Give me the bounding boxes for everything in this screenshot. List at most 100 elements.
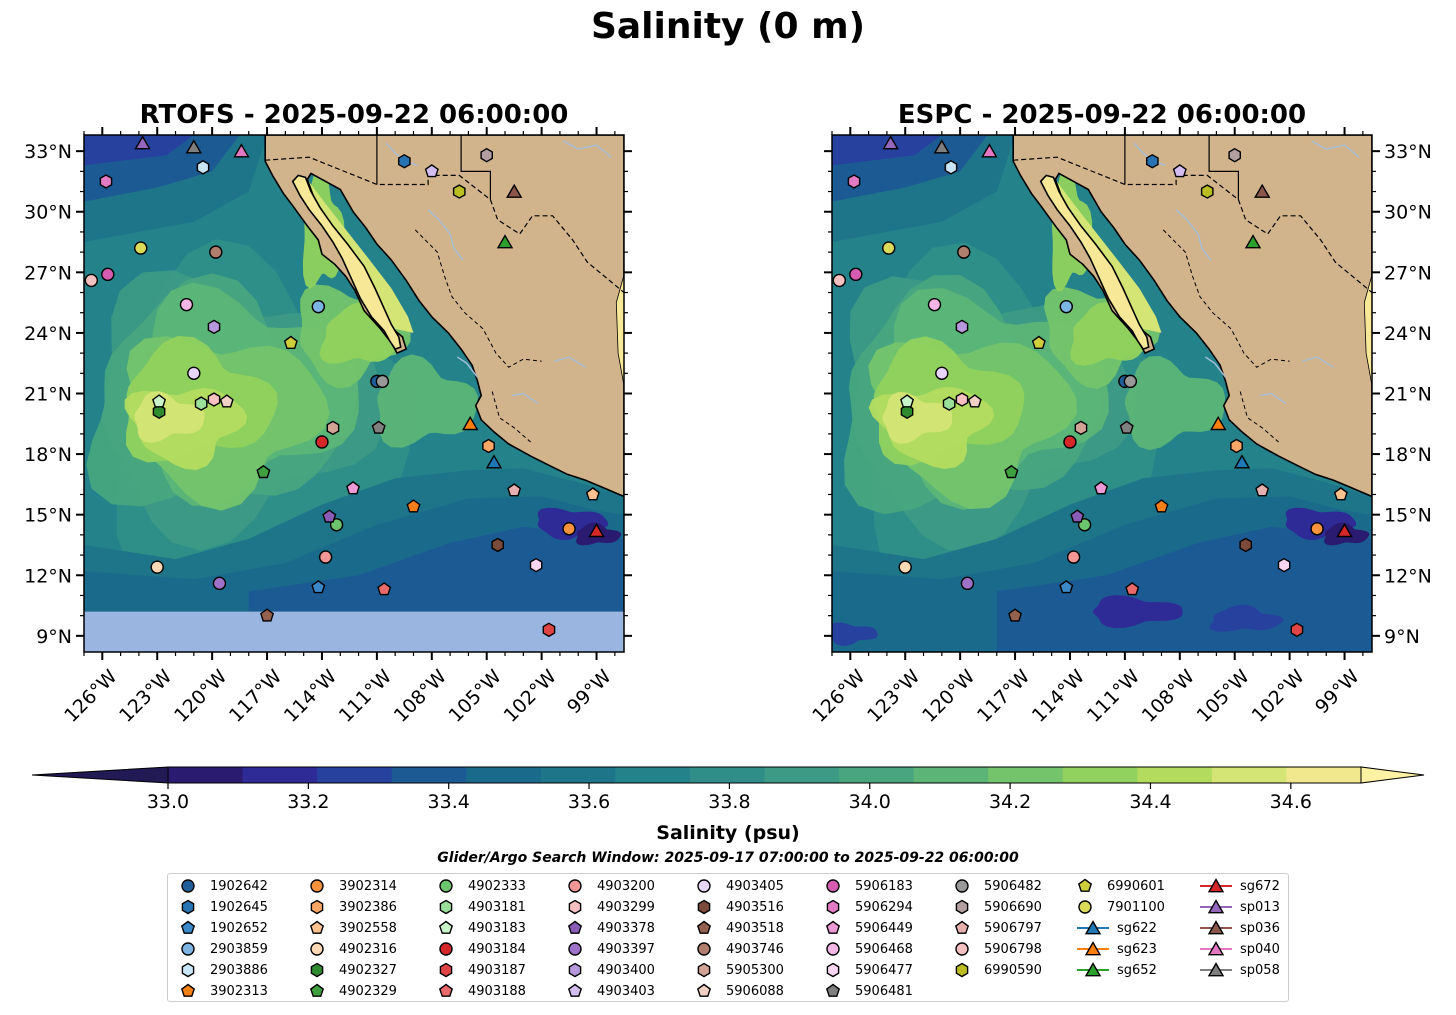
legend-label: sg672: [1240, 878, 1280, 894]
obs-marker-4903378: [322, 509, 337, 523]
obs-marker-sg623: [1209, 415, 1227, 431]
legend-item-sg623: sg623: [1077, 939, 1157, 959]
legend-item-sg672: sg672: [1200, 876, 1280, 896]
mainland: [264, 135, 624, 498]
obs-marker-sg622: [485, 454, 503, 469]
pentagon-marker-icon: [696, 920, 712, 934]
obs-marker-2903859: [311, 299, 326, 314]
obs-marker-6990590: [1200, 184, 1214, 199]
obs-marker-4903187: [542, 622, 556, 638]
legend-item-sp058: sp058: [1200, 960, 1280, 980]
obs-marker-4902329: [256, 464, 271, 479]
obs-marker-4903200: [1066, 550, 1081, 564]
legend-label: 2903886: [210, 962, 268, 978]
legend-item-5906797: 5906797: [954, 918, 1042, 938]
legend-label: 4903397: [597, 941, 655, 957]
legend-item-5906690: 5906690: [954, 897, 1042, 917]
obs-marker-2903859: [1059, 299, 1074, 314]
obs-marker-5906797: [1255, 483, 1270, 497]
obs-marker-sg623: [461, 415, 479, 431]
map-panel-espc: 126°W123°W120°W117°W114°W111°W108°W105°W…: [808, 127, 1432, 727]
legend-label: 3902558: [339, 920, 397, 936]
obs-marker-4903516: [1239, 537, 1253, 553]
pentagon-marker-icon: [954, 920, 970, 934]
circle-marker-icon: [568, 942, 582, 956]
colorbar-segment: [242, 767, 318, 783]
lat-tick-label: 12°N: [1384, 565, 1432, 587]
lon-tick-label: 105°W: [1193, 665, 1254, 726]
lon-tick-label: 111°W: [335, 665, 396, 726]
pentagon-marker-icon: [180, 983, 196, 997]
legend-item-5906468: 5906468: [825, 939, 913, 959]
obs-marker-1902645: [398, 153, 411, 169]
legend-label: 5906797: [984, 920, 1042, 936]
obs-marker-4903405: [187, 366, 201, 381]
legend-item-4903400: 4903400: [567, 960, 655, 980]
legend-label: 4903746: [726, 941, 784, 957]
legend-item-1902642: 1902642: [180, 876, 268, 896]
lat-tick-label: 9°N: [1384, 626, 1420, 648]
legend-label: 4903299: [597, 899, 655, 915]
colorbar-segment: [839, 767, 915, 783]
hexagon-marker-icon: [310, 899, 324, 915]
legend-item-5906798: 5906798: [954, 939, 1042, 959]
hexagon-marker-icon: [955, 899, 969, 915]
legend-label: sp040: [1240, 941, 1280, 957]
lon-tick-label: 111°W: [1083, 665, 1144, 726]
triangle-marker-icon: [1077, 941, 1109, 956]
legend-item-5906088: 5906088: [696, 981, 784, 1001]
circle-marker-icon: [310, 942, 324, 956]
circle-marker-icon: [181, 879, 195, 893]
legend-item-4903188: 4903188: [438, 981, 526, 1001]
triangle-marker-icon: [1200, 878, 1232, 893]
obs-marker-4903184: [1063, 435, 1077, 449]
legend-label: 4903516: [726, 899, 784, 915]
pentagon-marker-icon: [438, 920, 454, 934]
legend-item-4903299: 4903299: [567, 897, 655, 917]
obs-marker-4903183: [900, 394, 915, 408]
obs-marker-5906481: [371, 420, 386, 434]
obs-marker-4903183: [152, 394, 167, 408]
circle-marker-icon: [310, 879, 324, 893]
legend-label: sg623: [1117, 941, 1157, 957]
circle-marker-icon: [439, 942, 453, 956]
circle-marker-icon: [826, 942, 840, 956]
legend-label: 4903181: [468, 899, 526, 915]
obs-marker-4903403: [424, 164, 439, 178]
obs-marker-sg672: [1336, 522, 1353, 538]
legend-label: 5905300: [726, 962, 784, 978]
legend-label: 5906690: [984, 899, 1042, 915]
triangle-marker-icon: [1200, 962, 1232, 977]
obs-marker-4903184: [315, 435, 329, 449]
legend-item-6990601: 6990601: [1077, 876, 1165, 896]
obs-marker-3902386: [1230, 438, 1243, 454]
lat-tick-label: 18°N: [1384, 444, 1432, 466]
obs-marker-3902313: [406, 499, 421, 513]
legend-item-4903187: 4903187: [438, 960, 526, 980]
obs-marker-3902386: [482, 438, 495, 454]
lon-tick-label: 123°W: [863, 665, 924, 726]
legend-label: 5906477: [855, 962, 913, 978]
obs-marker-4902327: [152, 404, 166, 420]
panel-title-rtofs: RTOFS - 2025-09-22 06:00:00: [139, 100, 569, 130]
obs-marker-sg652: [496, 234, 514, 249]
hexagon-marker-icon: [826, 899, 840, 915]
legend-label: 4903184: [468, 941, 526, 957]
legend-item-4903181: 4903181: [438, 897, 526, 917]
obs-marker-4903187: [1290, 622, 1304, 638]
colorbar-tick-label: 33.0: [147, 791, 189, 813]
lat-tick-label: 21°N: [1384, 384, 1432, 406]
legend-label: 6990590: [984, 962, 1042, 978]
obs-marker-5906482: [375, 374, 390, 389]
obs-marker-4903516: [491, 537, 504, 553]
obs-marker-1902652: [1059, 580, 1074, 594]
obs-marker-5906481: [1119, 420, 1134, 434]
colorbar-segment: [1211, 767, 1287, 783]
circle-marker-icon: [568, 879, 582, 893]
hexagon-marker-icon: [310, 962, 324, 978]
legend-item-5906183: 5906183: [825, 876, 913, 896]
obs-marker-sp013: [882, 135, 899, 150]
obs-marker-sg672: [588, 522, 605, 538]
legend-item-5906449: 5906449: [825, 918, 913, 938]
colorbar-segment: [913, 767, 989, 783]
